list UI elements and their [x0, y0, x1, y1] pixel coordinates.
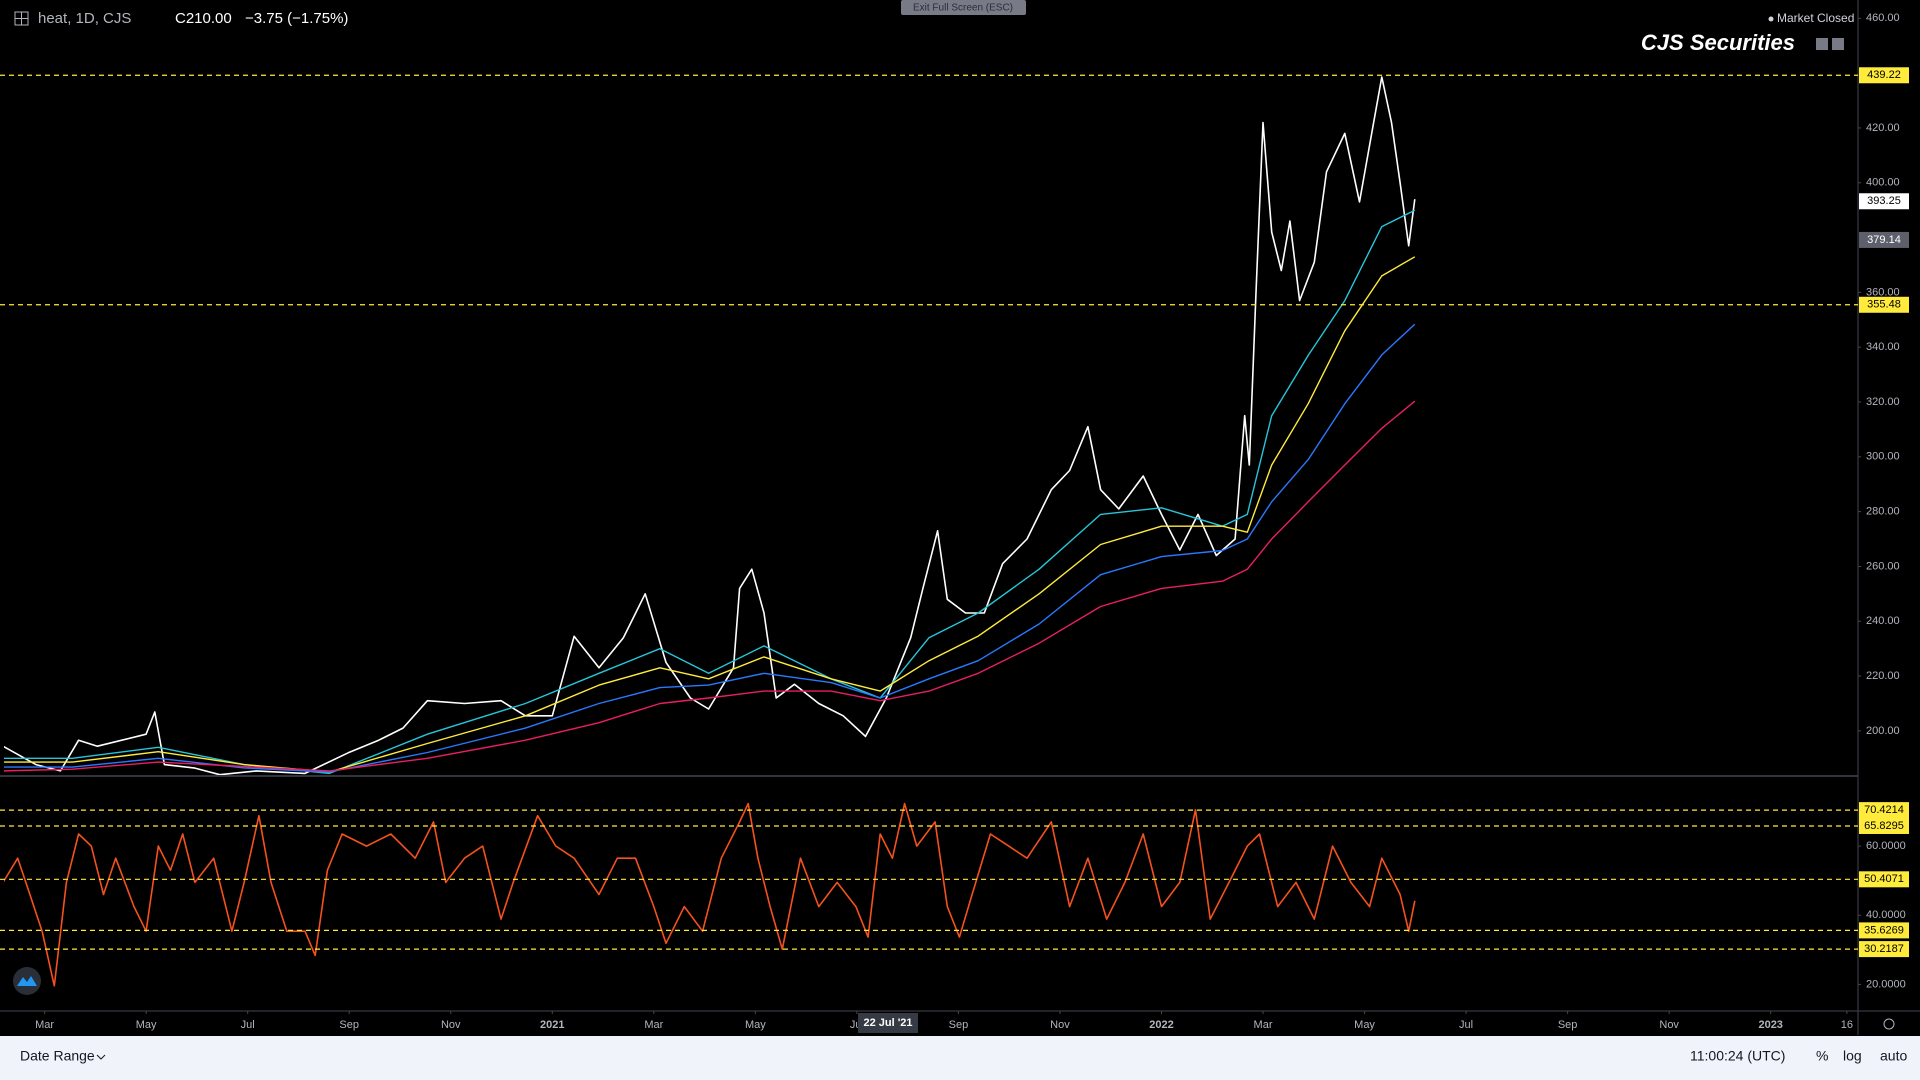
crosshair-label: 22 Jul '21: [863, 1017, 912, 1029]
level-tag: [1859, 817, 1909, 834]
clock: 11:00:24 (UTC): [1690, 1048, 1785, 1064]
percent-toggle[interactable]: %: [1816, 1048, 1828, 1064]
y-tick-label: 240.00: [1866, 615, 1900, 627]
collapse-button[interactable]: [1816, 38, 1828, 50]
series-line: [4, 323, 1416, 773]
level-label: 35.6269: [1864, 924, 1904, 936]
status-dot: [1768, 16, 1774, 22]
level-label: 30.2187: [1864, 943, 1904, 955]
exit-button[interactable]: [901, 0, 1026, 15]
level-label: 65.8295: [1864, 820, 1904, 832]
x-tick-label: 2022: [1149, 1019, 1173, 1031]
y-tick-label: 340.00: [1866, 341, 1900, 353]
level-label: 439.22: [1867, 69, 1901, 81]
quote: C210.00: [175, 10, 232, 27]
series-line: [4, 400, 1416, 772]
settings-icon[interactable]: [1883, 1018, 1895, 1030]
date-range[interactable]: Date Range: [20, 1048, 95, 1064]
x-tick-label: Sep: [339, 1019, 359, 1031]
x-tick-label: Mar: [35, 1019, 54, 1031]
level-label: 50.4071: [1864, 873, 1904, 885]
y-tick-label: 420.00: [1866, 122, 1900, 134]
y-tick-label: 260.00: [1866, 560, 1900, 572]
level-tag: [1859, 296, 1909, 313]
x-tick-label: Sep: [949, 1019, 969, 1031]
x-tick-label: Jul: [1459, 1019, 1473, 1031]
series-line: [4, 76, 1416, 775]
brand: CJS Securities: [1641, 30, 1795, 55]
level-label: 70.4214: [1864, 804, 1904, 816]
series-line: [4, 802, 1416, 987]
level-tag: [1859, 871, 1909, 888]
y-tick-label: 40.0000: [1866, 909, 1906, 921]
plot-area: [4, 802, 1416, 987]
level-tag: [1859, 802, 1909, 819]
background: [0, 0, 1920, 1035]
crosshair-tag: [858, 1013, 918, 1033]
y-tick-label: 200.00: [1866, 725, 1900, 737]
y-tick-label: 60.0000: [1866, 840, 1906, 852]
x-tick-label: Jul: [241, 1019, 255, 1031]
y-tick-label: 280.00: [1866, 506, 1900, 518]
level-tag: [1859, 922, 1909, 939]
symbol[interactable]: heat, 1D, CJS: [38, 10, 131, 27]
logo-mark: [17, 976, 37, 986]
expand-button[interactable]: [1832, 38, 1844, 50]
price-tag-label: 379.14: [1867, 234, 1901, 246]
x-tick-label: 16: [1841, 1019, 1853, 1031]
y-tick-label: 220.00: [1866, 670, 1900, 682]
x-tick-label: Nov: [441, 1019, 461, 1031]
x-tick-label: Nov: [1050, 1019, 1070, 1031]
change: −3.75 (−1.75%): [245, 10, 348, 27]
plot-area: [4, 76, 1416, 775]
x-tick-label: May: [136, 1019, 157, 1031]
x-tick-label: Sep: [1558, 1019, 1578, 1031]
level-tag: [1859, 67, 1909, 84]
x-tick-label: Mar: [1254, 1019, 1273, 1031]
x-tick-label: May: [745, 1019, 766, 1031]
log-toggle[interactable]: log: [1843, 1048, 1862, 1064]
market-status: Market Closed: [1777, 11, 1854, 25]
exit-button-label[interactable]: Exit Full Screen (ESC): [913, 3, 1013, 14]
auto-toggle[interactable]: auto: [1880, 1048, 1907, 1064]
x-tick-label: Nov: [1659, 1019, 1679, 1031]
logo[interactable]: [13, 967, 41, 995]
price-tag: [1859, 231, 1909, 248]
bottom-toolbar: [0, 1036, 1920, 1080]
price-tag: [1859, 193, 1909, 210]
level-tag: [1859, 941, 1909, 958]
dropdown-arrow: [96, 1054, 106, 1060]
y-tick-label: 360.00: [1866, 286, 1900, 298]
y-tick-label: 300.00: [1866, 451, 1900, 463]
level-label: 355.48: [1867, 299, 1901, 311]
y-tick-label: 460.00: [1866, 12, 1900, 24]
x-tick-label: Mar: [644, 1019, 663, 1031]
y-tick-label: 20.0000: [1866, 978, 1906, 990]
y-tick-label: 400.00: [1866, 177, 1900, 189]
x-tick-label: May: [1354, 1019, 1375, 1031]
price-tag-label: 393.25: [1867, 195, 1901, 207]
x-tick-label: 2023: [1758, 1019, 1782, 1031]
y-tick-label: 320.00: [1866, 396, 1900, 408]
x-tick-label: 2021: [540, 1019, 564, 1031]
